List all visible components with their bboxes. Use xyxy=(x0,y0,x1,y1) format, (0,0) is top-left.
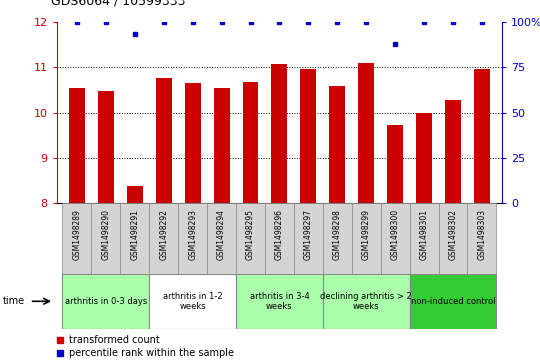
Bar xyxy=(207,203,236,274)
Bar xyxy=(416,113,432,203)
Bar xyxy=(57,337,63,343)
Text: GSM1498301: GSM1498301 xyxy=(420,209,429,260)
Bar xyxy=(98,91,114,203)
Bar xyxy=(323,274,410,329)
Text: GSM1498289: GSM1498289 xyxy=(72,209,82,260)
Text: declining arthritis > 2
weeks: declining arthritis > 2 weeks xyxy=(320,291,412,311)
Bar xyxy=(156,78,172,203)
Bar xyxy=(329,86,345,203)
Bar xyxy=(300,69,316,203)
Bar xyxy=(69,87,85,203)
Bar xyxy=(381,203,410,274)
Text: GSM1498291: GSM1498291 xyxy=(130,209,139,260)
Text: GSM1498290: GSM1498290 xyxy=(102,209,110,260)
Bar xyxy=(236,203,265,274)
Text: GSM1498295: GSM1498295 xyxy=(246,209,255,260)
Text: percentile rank within the sample: percentile rank within the sample xyxy=(69,348,234,358)
Bar xyxy=(387,125,403,203)
Bar xyxy=(149,274,236,329)
Bar xyxy=(185,83,201,203)
Bar xyxy=(63,203,91,274)
Text: GSM1498298: GSM1498298 xyxy=(333,209,342,260)
Text: GSM1498299: GSM1498299 xyxy=(362,209,371,260)
Bar xyxy=(410,203,438,274)
Bar xyxy=(57,350,63,356)
Bar xyxy=(474,69,490,203)
Bar xyxy=(265,203,294,274)
Text: time: time xyxy=(3,296,25,306)
Bar xyxy=(352,203,381,274)
Bar xyxy=(323,203,352,274)
Text: arthritis in 0-3 days: arthritis in 0-3 days xyxy=(65,297,147,306)
Text: transformed count: transformed count xyxy=(69,335,159,345)
Text: GSM1498300: GSM1498300 xyxy=(390,209,400,260)
Bar xyxy=(149,203,178,274)
Bar xyxy=(410,274,496,329)
Text: GSM1498296: GSM1498296 xyxy=(275,209,284,260)
Bar xyxy=(236,274,323,329)
Text: GDS6064 / 10599333: GDS6064 / 10599333 xyxy=(51,0,186,7)
Bar xyxy=(438,203,468,274)
Bar xyxy=(63,274,149,329)
Text: non-induced control: non-induced control xyxy=(411,297,495,306)
Text: GSM1498294: GSM1498294 xyxy=(217,209,226,260)
Text: GSM1498303: GSM1498303 xyxy=(477,209,487,260)
Text: GSM1498293: GSM1498293 xyxy=(188,209,197,260)
Bar xyxy=(127,186,143,203)
Bar xyxy=(242,82,259,203)
Bar xyxy=(120,203,149,274)
Bar xyxy=(214,87,230,203)
Text: GSM1498292: GSM1498292 xyxy=(159,209,168,260)
Text: GSM1498297: GSM1498297 xyxy=(304,209,313,260)
Bar xyxy=(294,203,323,274)
Text: arthritis in 3-4
weeks: arthritis in 3-4 weeks xyxy=(249,291,309,311)
Text: arthritis in 1-2
weeks: arthritis in 1-2 weeks xyxy=(163,291,222,311)
Bar xyxy=(358,63,374,203)
Bar xyxy=(91,203,120,274)
Bar xyxy=(445,100,461,203)
Bar xyxy=(272,64,287,203)
Bar xyxy=(178,203,207,274)
Text: GSM1498302: GSM1498302 xyxy=(449,209,457,260)
Bar xyxy=(468,203,496,274)
